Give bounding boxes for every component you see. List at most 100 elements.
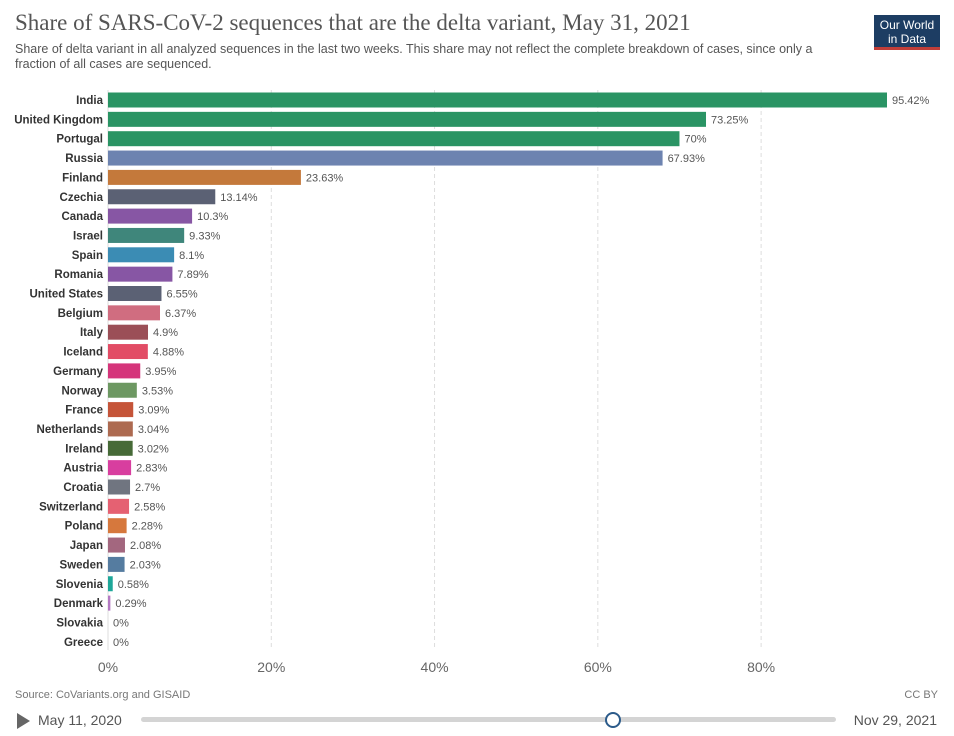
value-label: 95.42% bbox=[892, 95, 930, 107]
category-label[interactable]: Israel bbox=[73, 230, 103, 242]
source-note[interactable]: Source: CoVariants.org and GISAID bbox=[15, 689, 191, 701]
category-label[interactable]: Sweden bbox=[60, 559, 103, 571]
bar[interactable] bbox=[108, 460, 132, 476]
play-icon[interactable] bbox=[17, 713, 30, 729]
value-label: 0% bbox=[113, 637, 129, 649]
category-label[interactable]: Iceland bbox=[63, 347, 103, 359]
value-label: 3.53% bbox=[142, 385, 173, 397]
value-label: 6.55% bbox=[166, 289, 197, 301]
category-label[interactable]: Ireland bbox=[65, 443, 103, 455]
category-label[interactable]: United States bbox=[30, 289, 104, 301]
value-label: 3.04% bbox=[138, 424, 169, 436]
x-tick-label: 80% bbox=[747, 659, 775, 675]
bar[interactable] bbox=[108, 208, 193, 224]
category-label[interactable]: Austria bbox=[63, 463, 103, 475]
value-label: 0.58% bbox=[118, 579, 149, 591]
bar[interactable] bbox=[108, 266, 173, 282]
timeline-track[interactable] bbox=[141, 711, 836, 728]
category-label[interactable]: Portugal bbox=[56, 134, 103, 146]
value-label: 2.58% bbox=[134, 501, 165, 513]
value-label: 4.9% bbox=[153, 327, 178, 339]
category-label[interactable]: Greece bbox=[64, 637, 103, 649]
category-label[interactable]: Czechia bbox=[60, 192, 104, 204]
bar[interactable] bbox=[108, 305, 161, 321]
category-labels: India United Kingdom Portugal Russia Finland… bbox=[14, 95, 103, 649]
bar[interactable] bbox=[108, 150, 663, 166]
category-label[interactable]: Italy bbox=[80, 327, 104, 339]
category-label[interactable]: Croatia bbox=[63, 482, 103, 494]
x-tick-label: 20% bbox=[257, 659, 285, 675]
bar[interactable] bbox=[108, 402, 134, 418]
category-label[interactable]: Japan bbox=[70, 540, 103, 552]
value-label: 4.88% bbox=[153, 347, 184, 359]
value-label: 3.95% bbox=[145, 366, 176, 378]
bar[interactable] bbox=[108, 363, 141, 379]
value-label: 7.89% bbox=[177, 269, 208, 281]
category-label[interactable]: Denmark bbox=[54, 598, 104, 610]
category-label[interactable]: Norway bbox=[61, 385, 103, 397]
category-label[interactable]: Spain bbox=[72, 250, 103, 262]
owid-logo[interactable]: Our World in Data bbox=[874, 15, 940, 50]
category-label[interactable]: Canada bbox=[61, 211, 103, 223]
value-labels: 95.42% 73.25% 70% 67.93% 23.63% 13.14% 10.3% 9.… bbox=[113, 95, 930, 649]
x-tick-label: 40% bbox=[421, 659, 449, 675]
bar[interactable] bbox=[108, 169, 301, 185]
bar[interactable] bbox=[108, 344, 148, 360]
timeline: May 11, 2020 Nov 29, 2021 bbox=[0, 706, 954, 734]
bar[interactable] bbox=[108, 92, 887, 108]
bar[interactable] bbox=[108, 189, 216, 205]
bar[interactable] bbox=[108, 498, 130, 514]
bar[interactable] bbox=[108, 227, 185, 243]
value-label: 3.09% bbox=[138, 405, 169, 417]
category-label[interactable]: Germany bbox=[53, 366, 103, 378]
category-label[interactable]: Slovenia bbox=[56, 579, 104, 591]
bar[interactable] bbox=[108, 286, 162, 301]
value-label: 23.63% bbox=[306, 172, 344, 184]
value-label: 73.25% bbox=[711, 114, 749, 126]
bar[interactable] bbox=[108, 440, 133, 456]
timeline-handle[interactable] bbox=[604, 711, 621, 728]
bar[interactable] bbox=[108, 576, 113, 592]
value-label: 67.93% bbox=[668, 153, 706, 165]
bar[interactable] bbox=[108, 479, 131, 495]
category-label[interactable]: Romania bbox=[54, 269, 103, 281]
category-label[interactable]: Netherlands bbox=[37, 424, 103, 436]
value-label: 2.7% bbox=[135, 482, 160, 494]
category-label[interactable]: Russia bbox=[65, 153, 103, 165]
bar[interactable] bbox=[108, 537, 125, 553]
bar[interactable] bbox=[108, 595, 111, 611]
bar-chart: India United Kingdom Portugal Russia Finland… bbox=[14, 90, 930, 675]
bar[interactable] bbox=[108, 324, 149, 340]
value-label: 0% bbox=[113, 617, 129, 629]
category-label[interactable]: India bbox=[76, 95, 103, 107]
bar[interactable] bbox=[108, 382, 137, 398]
bars bbox=[108, 92, 887, 611]
category-label[interactable]: Slovakia bbox=[56, 617, 103, 629]
timeline-end-label: Nov 29, 2021 bbox=[853, 712, 937, 728]
category-label[interactable]: Poland bbox=[65, 521, 103, 533]
value-label: 0.29% bbox=[115, 598, 146, 610]
bar[interactable] bbox=[108, 131, 680, 147]
license-note[interactable]: CC BY bbox=[904, 689, 938, 701]
bar[interactable] bbox=[108, 556, 125, 572]
value-label: 10.3% bbox=[197, 211, 228, 223]
category-label[interactable]: Switzerland bbox=[39, 501, 103, 513]
category-label[interactable]: United Kingdom bbox=[14, 114, 103, 126]
bar[interactable] bbox=[108, 518, 127, 534]
value-label: 8.1% bbox=[179, 250, 204, 262]
bar[interactable] bbox=[108, 111, 707, 127]
value-label: 2.08% bbox=[130, 540, 161, 552]
category-label[interactable]: Belgium bbox=[58, 308, 103, 320]
category-label[interactable]: Finland bbox=[62, 172, 103, 184]
category-label[interactable]: France bbox=[65, 405, 103, 417]
logo-line-1: Our World bbox=[879, 18, 935, 32]
bar[interactable] bbox=[108, 247, 175, 263]
value-label: 9.33% bbox=[189, 230, 220, 242]
bar[interactable] bbox=[108, 421, 133, 437]
x-axis-ticks: 0% 20% 40% 60% 80% bbox=[98, 659, 775, 675]
value-label: 2.28% bbox=[132, 521, 163, 533]
value-label: 2.83% bbox=[136, 463, 167, 475]
chart-title: Share of SARS-CoV-2 sequences that are t… bbox=[15, 10, 691, 35]
value-label: 13.14% bbox=[220, 192, 258, 204]
chart-subtitle: Share of delta variant in all analyzed s… bbox=[15, 42, 813, 71]
